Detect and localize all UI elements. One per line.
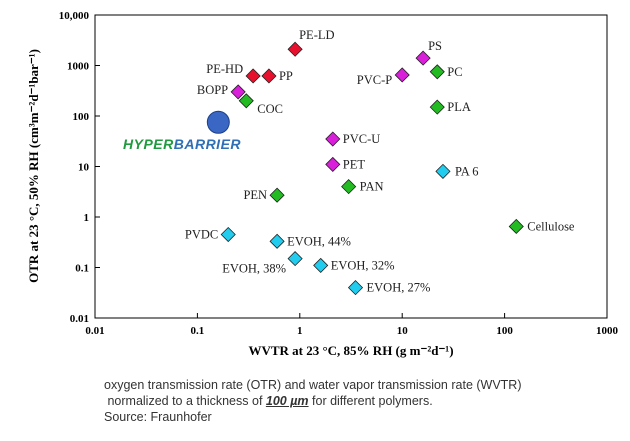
point-label-ps: PS — [428, 39, 442, 53]
x-tick-label: 10 — [397, 325, 409, 337]
figure-caption: oxygen transmission rate (OTR) and water… — [104, 377, 624, 425]
y-tick-label: 0.1 — [75, 263, 89, 275]
point-label-pe-ld: PE-LD — [299, 28, 334, 42]
point-label-pet: PET — [343, 157, 366, 171]
point-label-pan: PAN — [360, 180, 384, 194]
point-label-pc: PC — [447, 65, 462, 79]
point-label-coc: COC — [257, 102, 283, 116]
point-pla — [429, 99, 445, 115]
x-tick-label: 1000 — [596, 325, 619, 337]
x-tick-label: 0.1 — [191, 325, 205, 337]
y-tick-label: 1000 — [67, 61, 90, 73]
x-tick-label: 100 — [496, 325, 513, 337]
x-tick-label: 1 — [297, 325, 303, 337]
point-pvdc — [220, 226, 236, 243]
point-label-evoh-44: EVOH, 44% — [287, 234, 351, 248]
otr-wvtr-scatter-chart: 0.01 0.1 1 10 100 1000 0.01 0.1 1 10 100 1000 10,000… — [26, 10, 619, 358]
point-label-evoh-38: EVOH, 38% — [222, 262, 286, 276]
point-bopp — [230, 84, 246, 100]
point-label-pvc-u: PVC-U — [343, 132, 381, 146]
point-ps — [415, 50, 431, 66]
point-pvc-u — [325, 131, 341, 147]
point-pet — [325, 156, 341, 172]
point-label-pla: PLA — [447, 100, 471, 114]
logo-part-hyper: HYPER — [123, 136, 174, 152]
caption-line-1: oxygen transmission rate (OTR) and water… — [104, 378, 522, 392]
caption-line-2-pre: normalized to a thickness of — [104, 394, 266, 408]
point-hyperbarrier — [206, 110, 230, 134]
point-evoh-32 — [313, 257, 329, 273]
point-cellulose — [508, 218, 524, 235]
y-tick-label: 0.01 — [70, 313, 89, 325]
point-label-pp: PP — [279, 69, 293, 83]
y-tick-label: 1 — [84, 212, 90, 224]
y-tick-label: 10 — [78, 162, 90, 174]
point-label-pen: PEN — [243, 188, 267, 202]
point-label-bopp: BOPP — [197, 83, 228, 97]
x-tick-label: 0.01 — [85, 325, 104, 337]
point-label-pvdc: PVDC — [185, 228, 218, 242]
point-label-cellulose: Cellulose — [527, 219, 575, 233]
y-tick-label: 100 — [73, 111, 90, 123]
point-label-pvc-p: PVC-P — [357, 73, 392, 87]
point-pe-ld — [287, 41, 303, 57]
point-label-pa-6: PA 6 — [455, 164, 479, 178]
point-pc — [429, 64, 445, 80]
logo-part-barrier: BARRIER — [174, 136, 242, 152]
point-label-pe-hd: PE-HD — [206, 62, 243, 76]
y-tick-label: 10,000 — [59, 10, 90, 22]
point-label-evoh-27: EVOH, 27% — [367, 281, 431, 295]
hyperbarrier-logo: HYPERBARRIER — [123, 136, 241, 152]
point-pp — [261, 68, 277, 84]
axis-ticks: 0.01 0.1 1 10 100 1000 0.01 0.1 1 10 100 1000 10,000 — [59, 10, 619, 337]
point-evoh-44 — [269, 233, 285, 249]
point-evoh-27 — [347, 280, 364, 296]
caption-line-2: normalized to a thickness of 100 µm for … — [104, 393, 624, 409]
point-pen — [269, 187, 285, 203]
point-pe-hd — [245, 68, 261, 84]
data-points: PE-LD PE-HD PP BOPP COC PS PVC-P PC PLA PVC-U PET P… — [185, 28, 575, 296]
x-axis-title: WVTR at 23 °C, 85% RH (g m⁻²d⁻¹) — [248, 343, 453, 358]
point-label-evoh-32: EVOH, 32% — [331, 258, 395, 272]
point-evoh-38 — [287, 251, 303, 267]
point-pvc-p — [394, 67, 410, 83]
caption-line-3: Source: Fraunhofer — [104, 410, 212, 424]
point-pa-6 — [435, 163, 451, 179]
point-pan — [341, 179, 357, 195]
caption-line-2-post: for different polymers. — [308, 394, 433, 408]
y-axis-title: OTR at 23 °C, 50% RH (cm³m⁻²d⁻¹bar⁻¹) — [26, 49, 41, 283]
point-coc — [238, 93, 254, 109]
caption-thickness: 100 µm — [265, 394, 309, 408]
